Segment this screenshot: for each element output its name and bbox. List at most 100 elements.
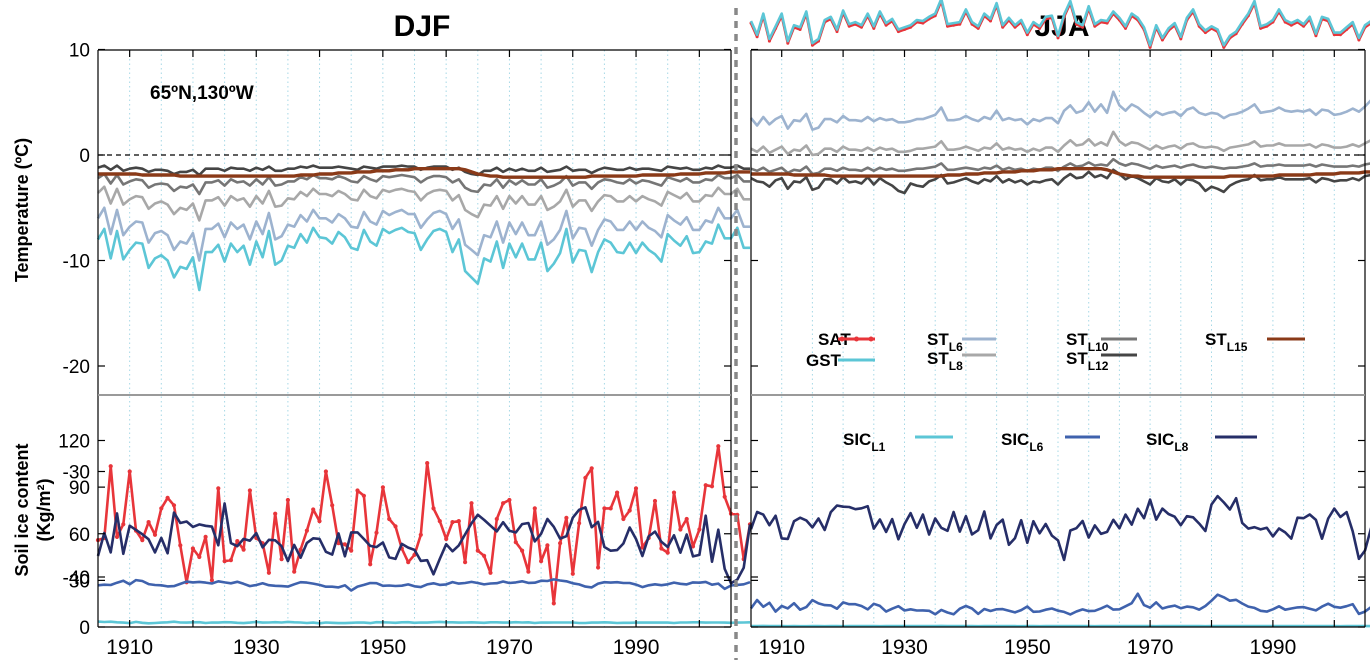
sat-point xyxy=(976,26,980,30)
sat-point xyxy=(684,516,689,522)
sat-point xyxy=(551,601,556,606)
sat-point xyxy=(450,520,455,525)
sat-point xyxy=(501,501,506,506)
sat-point xyxy=(444,536,449,542)
sat-point xyxy=(285,497,290,503)
sat-point xyxy=(1179,37,1183,41)
sat-point xyxy=(216,486,221,491)
sat-point xyxy=(209,578,214,583)
sat-point xyxy=(1124,26,1127,30)
sat-point xyxy=(368,562,373,567)
sat-point xyxy=(121,522,126,527)
x-tick-label: 1970 xyxy=(486,636,533,659)
sat-point xyxy=(456,519,461,524)
sat-point xyxy=(406,560,411,565)
sat-point xyxy=(178,543,183,548)
axes: 20100-10-20-30-4012090603001910193019501… xyxy=(58,41,1366,659)
sat-point xyxy=(539,559,544,564)
sat-point xyxy=(1289,23,1293,27)
series-line-gst-djf-temperature xyxy=(96,223,750,292)
sat-point xyxy=(342,542,347,547)
sat-point xyxy=(298,547,303,552)
sat-point xyxy=(1056,36,1060,40)
sat-point xyxy=(140,538,145,543)
sat-point xyxy=(241,547,246,552)
sat-point xyxy=(722,494,727,499)
x-tick-label: 1970 xyxy=(1127,636,1174,659)
series-line-sic-l6-djf-soil-ice xyxy=(97,578,751,592)
sat-point xyxy=(786,41,790,45)
sat-point xyxy=(380,485,385,490)
sat-point xyxy=(494,516,499,522)
sat-point xyxy=(146,520,151,525)
sat-point xyxy=(513,540,518,545)
sat-point xyxy=(709,484,715,489)
y-tick-label-temperature: -40 xyxy=(63,568,90,589)
series-line-sic-l1-djf-soil-ice xyxy=(97,620,751,625)
sat-point xyxy=(469,501,474,506)
legend-item-gst: GST xyxy=(806,351,875,370)
y-axis-label-soil-ice-line1: Soil ice content xyxy=(12,443,32,576)
sat-point xyxy=(1332,33,1336,37)
x-tick-label: 1950 xyxy=(1004,636,1051,659)
legend-marker xyxy=(839,336,845,342)
sat-point xyxy=(589,466,594,471)
sat-point xyxy=(323,469,328,474)
legend-label: SAT xyxy=(818,330,851,349)
sat-point xyxy=(570,571,575,576)
sat-point xyxy=(114,534,120,540)
y-tick-label-soil-ice: 30 xyxy=(69,571,90,592)
sat-point xyxy=(872,26,876,30)
sat-point xyxy=(152,532,158,537)
sat-point xyxy=(1357,38,1361,42)
sat-point xyxy=(425,461,430,466)
sat-point xyxy=(292,569,297,574)
legend-label: GST xyxy=(806,351,842,370)
series-line-st-l6-djf-temperature xyxy=(96,206,750,262)
sat-point xyxy=(716,444,721,449)
x-tick-label: 1950 xyxy=(359,636,406,659)
sat-point xyxy=(1013,25,1017,29)
sat-point xyxy=(577,521,582,526)
sat-point xyxy=(602,506,607,511)
sat-point xyxy=(633,486,639,491)
sat-point xyxy=(697,527,702,532)
sat-point xyxy=(767,39,771,43)
series-line-st-l10-djf-temperature xyxy=(97,172,750,196)
series-line-sat-djf-temperature xyxy=(97,444,752,605)
sat-point xyxy=(810,43,814,47)
series-line-st-l15-djf-temperature xyxy=(98,166,750,179)
sat-point xyxy=(203,534,208,540)
panel-title-djf: DJF xyxy=(394,10,451,43)
sat-point xyxy=(311,507,316,512)
sat-point xyxy=(488,570,493,575)
sat-point xyxy=(330,503,335,508)
location-annotation: 65ºN,130ºW xyxy=(150,83,254,104)
sat-point xyxy=(884,23,888,27)
y-tick-label-soil-ice: 120 xyxy=(58,432,90,453)
sat-point xyxy=(1081,25,1085,29)
sat-point xyxy=(1203,31,1207,35)
series-line-st-l10-jja-temperature xyxy=(750,157,1370,176)
sat-point xyxy=(108,464,113,469)
sat-point xyxy=(921,21,925,25)
sat-point xyxy=(627,508,632,513)
series-line-gst-jja-temperature xyxy=(749,0,1370,47)
sat-point xyxy=(1222,45,1226,49)
sat-point xyxy=(361,493,366,498)
sat-point xyxy=(1338,33,1342,37)
y-tick-label-soil-ice: 90 xyxy=(69,478,90,499)
sat-point xyxy=(1160,38,1164,42)
sat-point xyxy=(545,543,550,548)
sat-point xyxy=(671,490,677,495)
sat-point xyxy=(463,560,468,565)
y-tick-label-soil-ice: 60 xyxy=(69,525,90,546)
x-tick-label: 1910 xyxy=(106,636,153,659)
sat-point xyxy=(197,554,202,560)
legend-marker xyxy=(868,336,874,342)
y-tick-label-temperature: -30 xyxy=(63,463,90,484)
sat-point xyxy=(304,528,309,533)
sat-point xyxy=(190,546,195,551)
sat-point xyxy=(1314,34,1318,38)
sat-point xyxy=(659,546,664,551)
